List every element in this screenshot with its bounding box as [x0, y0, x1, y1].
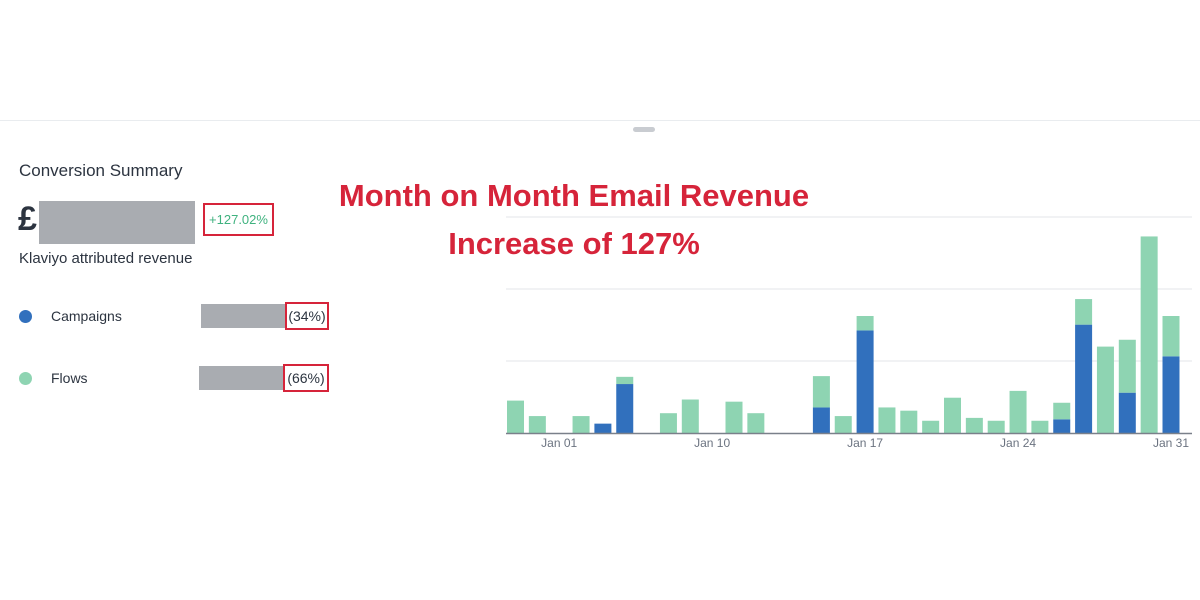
change-percentage: +127.02% [209, 212, 268, 227]
bar-flows-12 [747, 413, 765, 433]
bar-flows-1 [507, 400, 524, 433]
flows-dot-icon [19, 371, 32, 385]
redacted-flows-amount [199, 366, 283, 390]
annotation-headline: Month on Month Email Revenue Increase of… [300, 172, 848, 268]
bar-campaigns-29 [1118, 392, 1136, 433]
campaigns-dot-icon [19, 309, 32, 323]
bar-flows-6 [616, 376, 634, 385]
x-tick-label-3: Jan 17 [847, 436, 883, 450]
bar-flows-17 [856, 316, 874, 331]
bar-campaigns-31 [1162, 356, 1180, 433]
flows-share-box: (66%) [283, 364, 329, 392]
drag-handle[interactable] [633, 127, 655, 132]
bar-flows-29 [1118, 339, 1136, 393]
bar-flows-2 [528, 416, 546, 433]
legend-label-campaigns: Campaigns [51, 308, 122, 324]
bar-flows-16 [834, 416, 852, 433]
x-tick-label-4: Jan 24 [1000, 436, 1036, 450]
bar-flows-28 [1096, 346, 1114, 433]
top-divider [0, 120, 1200, 121]
bar-flows-18 [878, 407, 896, 433]
flows-share: (66%) [287, 370, 325, 386]
bar-flows-9 [681, 399, 699, 433]
x-tick-label-5: Jan 31 [1153, 436, 1189, 450]
x-tick-label-1: Jan 01 [541, 436, 577, 450]
campaigns-share-box: (34%) [285, 302, 329, 330]
legend-label-flows: Flows [51, 370, 88, 386]
bar-campaigns-6 [616, 384, 634, 433]
redacted-campaigns-amount [201, 304, 285, 328]
bar-campaigns-17 [856, 330, 874, 433]
section-title: Conversion Summary [19, 161, 183, 180]
bar-flows-24 [1009, 390, 1027, 433]
legend-item-flows: Flows [19, 364, 88, 392]
bar-flows-27 [1075, 299, 1093, 325]
campaigns-share: (34%) [288, 308, 326, 324]
bar-flows-26 [1053, 402, 1071, 420]
legend-item-campaigns: Campaigns [19, 302, 122, 330]
revenue-label: Klaviyo attributed revenue [19, 250, 193, 267]
x-tick-label-2: Jan 10 [694, 436, 730, 450]
bar-flows-20 [922, 420, 940, 433]
bar-flows-4 [572, 416, 590, 433]
bar-campaigns-5 [594, 423, 612, 433]
bar-flows-11 [725, 401, 743, 433]
bar-flows-8 [659, 413, 677, 433]
bar-flows-25 [1031, 420, 1049, 433]
bar-campaigns-15 [812, 407, 830, 433]
bar-flows-30 [1140, 236, 1158, 433]
annotation-line-2: Increase of 127% [448, 226, 700, 261]
bar-flows-21 [944, 397, 961, 433]
bar-flows-22 [965, 417, 983, 433]
annotation-line-1: Month on Month Email Revenue [338, 178, 810, 213]
bar-campaigns-27 [1075, 324, 1093, 433]
bar-flows-19 [900, 410, 918, 433]
change-highlight-box: +127.02% [203, 203, 274, 236]
currency-symbol: £ [18, 200, 37, 238]
bar-campaigns-26 [1053, 419, 1071, 433]
redacted-revenue-amount [39, 201, 195, 244]
bar-flows-15 [812, 376, 830, 408]
bar-flows-31 [1162, 316, 1180, 357]
bar-flows-23 [987, 420, 1005, 433]
